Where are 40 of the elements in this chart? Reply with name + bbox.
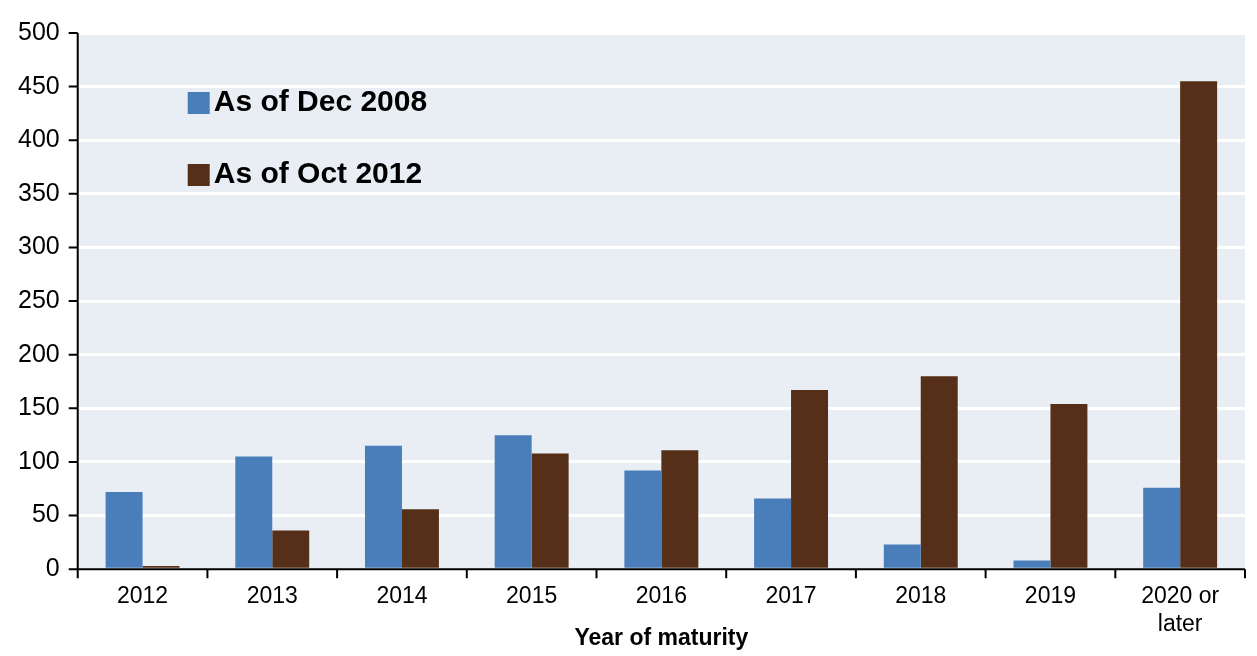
- bar: [272, 530, 310, 568]
- y-tick-label: 350: [17, 177, 60, 206]
- x-tick-label: 2019: [1024, 582, 1077, 609]
- y-tick-label: 50: [31, 499, 60, 528]
- y-tick-label: 0: [45, 553, 60, 582]
- bar: [1050, 404, 1088, 568]
- x-tick-label: 2014: [376, 582, 428, 609]
- y-tick-label: 300: [17, 231, 60, 260]
- x-tick-label: 2020 or later: [1141, 582, 1220, 636]
- legend-label: As of Oct 2012: [213, 156, 423, 190]
- bar: [401, 509, 439, 568]
- bar: [624, 470, 662, 568]
- y-tick-label: 500: [17, 16, 60, 45]
- bar: [661, 450, 699, 568]
- y-tick-label: 450: [17, 70, 60, 99]
- bar: [1180, 81, 1218, 568]
- bar: [883, 544, 921, 568]
- y-tick-label: 100: [17, 445, 60, 474]
- bar: [1013, 560, 1051, 568]
- legend-label: As of Dec 2008: [213, 84, 428, 118]
- x-axis-title: Year of maturity: [574, 623, 749, 650]
- x-tick-label: 2018: [895, 582, 947, 609]
- bar: [754, 498, 792, 568]
- bar: [235, 456, 273, 568]
- bar: [791, 390, 829, 568]
- bar: [364, 445, 402, 568]
- bar: [105, 491, 143, 568]
- y-tick-label: 150: [17, 392, 60, 421]
- x-tick-label: 2015: [506, 582, 558, 609]
- y-tick-label: 250: [17, 284, 60, 313]
- x-tick-label: 2017: [765, 582, 817, 609]
- x-tick-label: 2012: [116, 582, 169, 609]
- y-tick-label: 200: [17, 338, 60, 367]
- bar: [920, 376, 958, 568]
- bar: [494, 435, 532, 568]
- bar: [531, 453, 569, 568]
- y-tick-label: 400: [17, 124, 60, 153]
- bar: [1143, 487, 1181, 568]
- x-tick-label: 2016: [635, 582, 687, 609]
- x-tick-label: 2013: [246, 582, 298, 609]
